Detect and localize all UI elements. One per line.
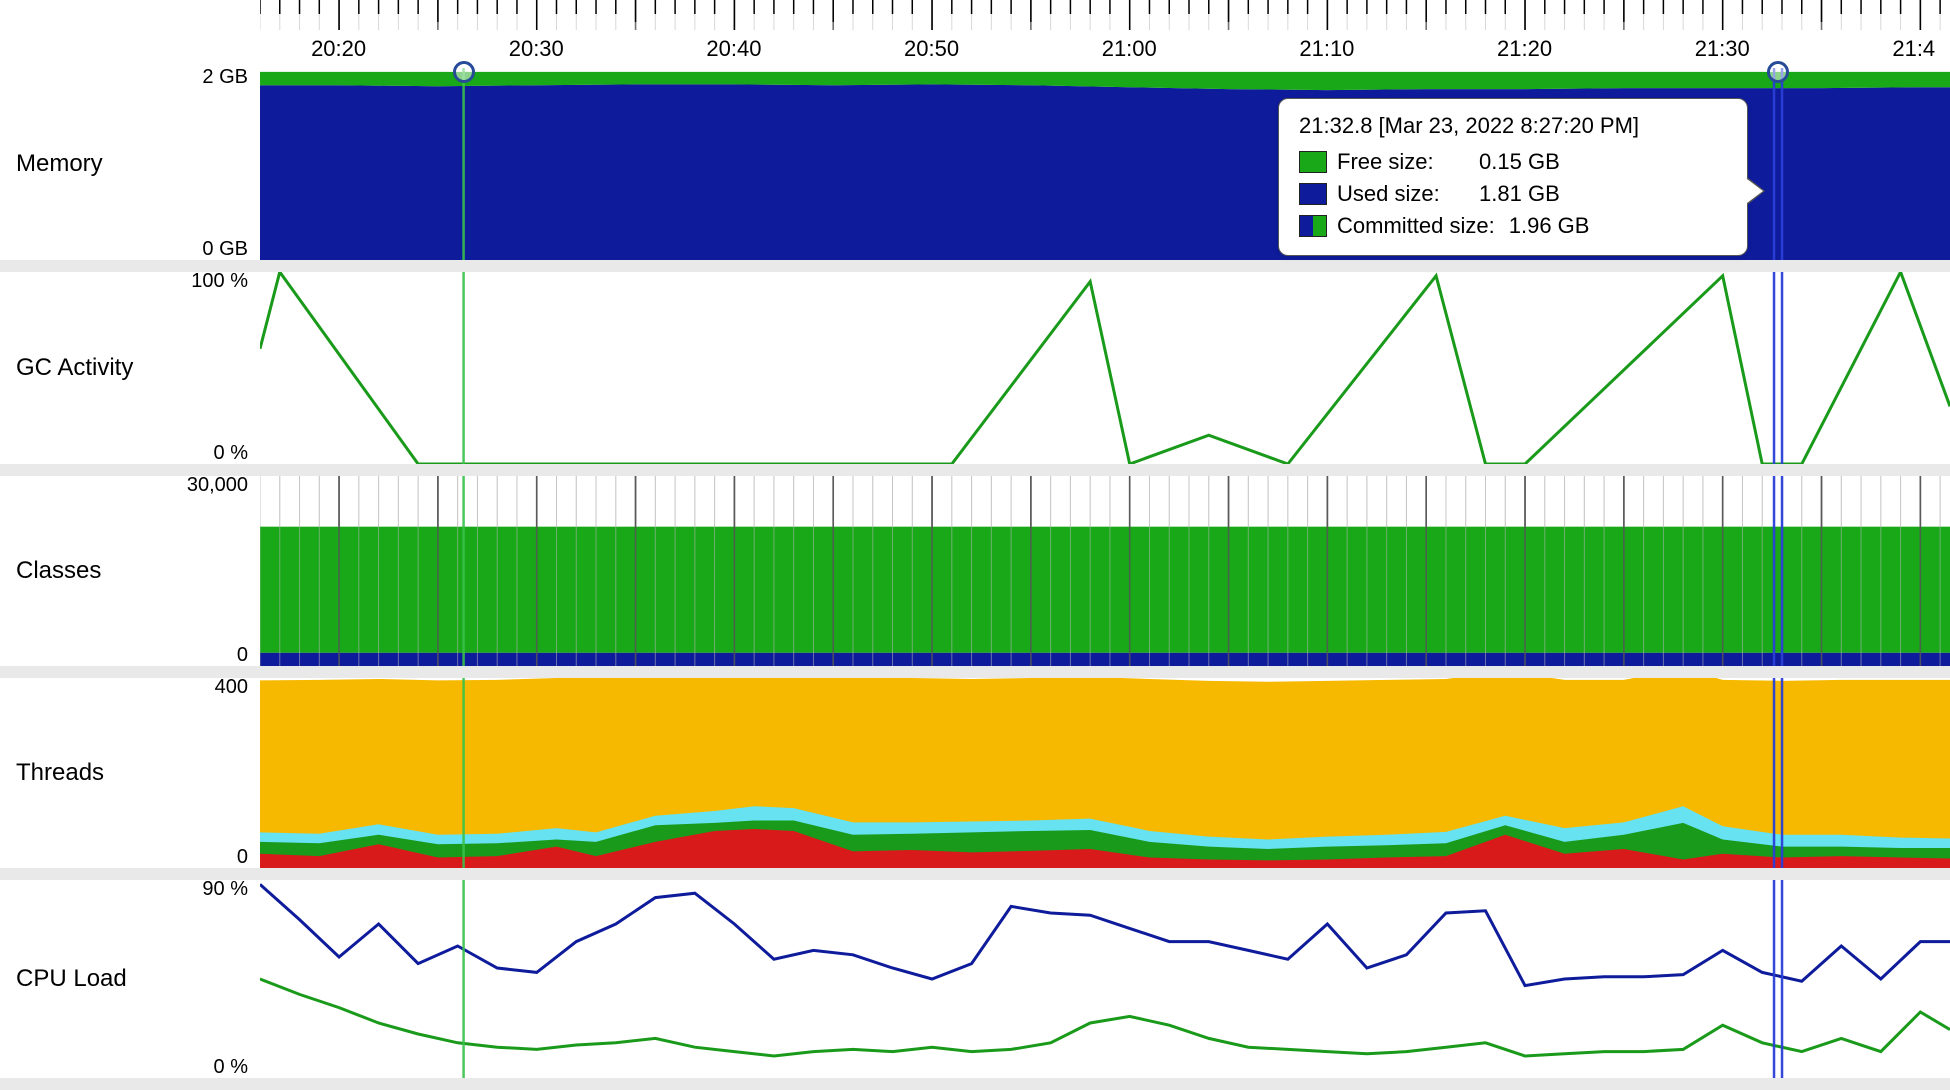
threads-ytick: 0 [0, 846, 248, 869]
classes-chart [260, 476, 1950, 666]
time-header-ticks [260, 0, 1940, 30]
tooltip-value: 1.81 GB [1479, 181, 1560, 207]
time-tick-label: 20:40 [706, 36, 761, 62]
tooltip-item: Free size: 0.15 GB [1299, 149, 1727, 175]
time-tick-label: 20:50 [904, 36, 959, 62]
gc-chart [260, 272, 1950, 464]
tooltip-arrow [1747, 177, 1765, 205]
gc-ytick: 0 % [0, 442, 248, 465]
time-tick-label: 21:20 [1497, 36, 1552, 62]
memory-ytick: 2 GB [0, 66, 248, 89]
gc-ytick: 100 % [0, 270, 248, 293]
memory-row-label: Memory [16, 150, 103, 178]
time-tick-label: 20:30 [509, 36, 564, 62]
classes-ytick: 0 [0, 644, 248, 667]
time-tick-label: 21:4 [1892, 36, 1935, 62]
row-divider [0, 464, 1950, 476]
time-tick-label: 21:10 [1299, 36, 1354, 62]
tooltip-label: Used size: [1337, 181, 1465, 207]
tooltip-item: Committed size: 1.96 GB [1299, 213, 1727, 239]
cpu-chart [260, 880, 1950, 1078]
row-divider [0, 868, 1950, 880]
gc-row-label: GC Activity [16, 354, 133, 382]
profiler-timeline-panel: 20:20 20:30 20:40 20:50 21:00 21:10 21:20 21:30… [0, 0, 1950, 1090]
tooltip-label: Committed size: [1337, 213, 1495, 239]
time-tick-label: 21:00 [1102, 36, 1157, 62]
row-divider [0, 260, 1950, 272]
row-divider [0, 666, 1950, 678]
cpu-row-label: CPU Load [16, 965, 127, 993]
threads-row-label: Threads [16, 759, 104, 787]
tooltip-swatch [1299, 151, 1327, 173]
cpu-ytick: 0 % [0, 1056, 248, 1079]
tooltip-item: Used size: 1.81 GB [1299, 181, 1727, 207]
time-tick-label: 21:30 [1695, 36, 1750, 62]
memory-tooltip: 21:32.8 [Mar 23, 2022 8:27:20 PM] Free si… [1278, 98, 1748, 256]
tooltip-timestamp: 21:32.8 [Mar 23, 2022 8:27:20 PM] [1299, 113, 1727, 139]
classes-row-label: Classes [16, 557, 101, 585]
threads-ytick: 400 [0, 676, 248, 699]
threads-chart [260, 669, 1950, 869]
tooltip-label: Free size: [1337, 149, 1465, 175]
tooltip-value: 0.15 GB [1479, 149, 1560, 175]
memory-ytick: 0 GB [0, 238, 248, 261]
tooltip-swatch [1299, 215, 1327, 237]
marker-handle-blue[interactable] [1767, 61, 1789, 83]
classes-ytick: 30,000 [0, 474, 248, 497]
cpu-ytick: 90 % [0, 878, 248, 901]
tooltip-swatch [1299, 183, 1327, 205]
tooltip-value: 1.96 GB [1509, 213, 1590, 239]
row-divider [0, 1078, 1950, 1090]
time-tick-label: 20:20 [311, 36, 366, 62]
gc-chart [260, 272, 1950, 464]
cpu-chart [260, 880, 1950, 1078]
marker-handle-green[interactable] [453, 61, 475, 83]
